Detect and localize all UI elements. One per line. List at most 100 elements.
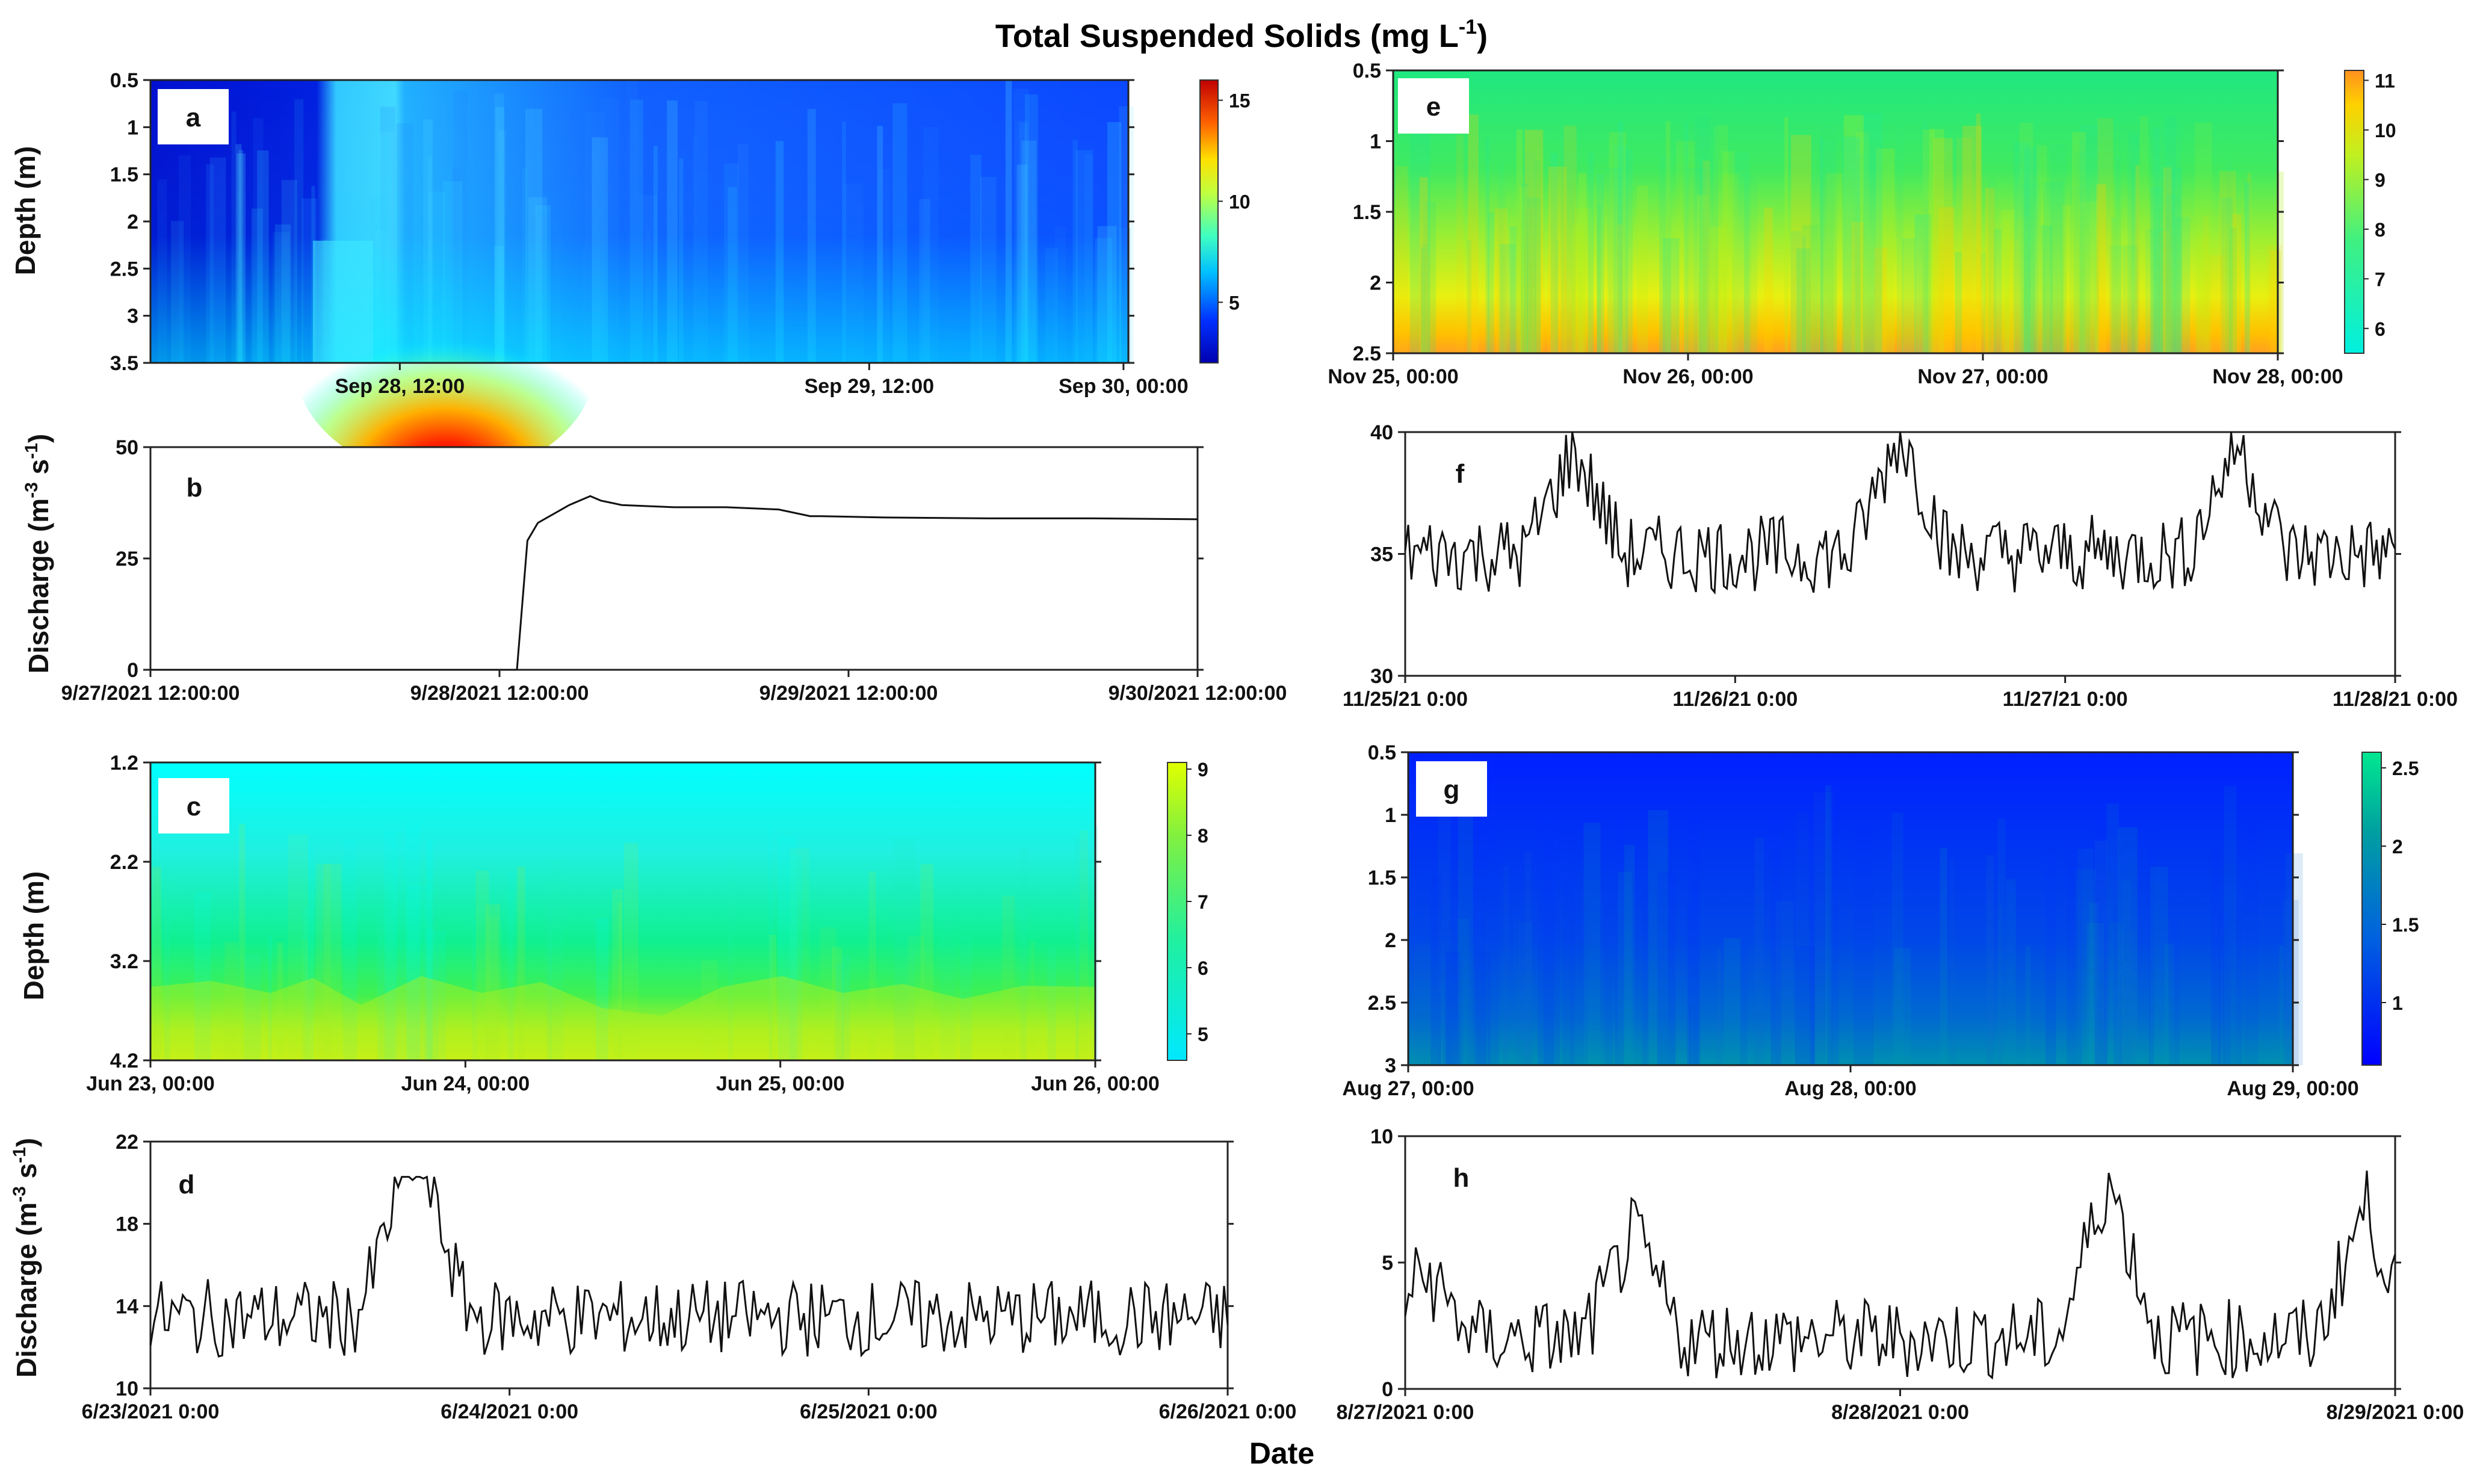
heatmap-streak-c [939,920,956,1060]
heatmap-streak-g [2006,879,2016,1065]
heatmap-streak-c [1075,835,1080,1060]
heatmap-streak-c [1020,849,1027,1060]
heatmap-streak-e [1637,185,1648,353]
heatmap-streak-g [1717,947,1722,1065]
heatmap-streak-g [2117,931,2138,1065]
heatmap-streak-e [1896,121,1903,353]
heatmap-streak-e [1922,129,1935,353]
x-tick-label-e: Nov 28, 00:00 [2212,365,2343,388]
colorbar-tick-g: 2.5 [2392,758,2419,779]
y-tick-label-a: 1.5 [110,164,138,187]
heatmap-streak-e [2017,218,2029,353]
heatmap-streak-e [2266,244,2283,353]
heatmap-streak-g [1796,812,1809,1065]
heatmap-streak-e [2000,210,2015,353]
heatmap-streak-e [2079,139,2086,353]
x-tick-label-c: Jun 25, 00:00 [716,1072,845,1095]
heatmap-streak-g [1466,785,1487,1065]
heatmap-streak-e [1675,140,1695,353]
heatmap-streak-e [1790,230,1801,353]
heatmap-streak-c [471,920,477,1060]
heatmap-streak-e [2224,224,2242,353]
heatmap-streak-e [1929,129,1944,353]
heatmap-streak-e [1578,173,1586,353]
heatmap-streak-e [2019,122,2033,354]
heatmap-streak-c [617,902,622,1060]
heatmap-streak-e [2203,215,2209,353]
heatmap-streak-e [2080,125,2100,353]
heatmap-streak-e [1976,113,1981,353]
y-tick-label-d: 10 [116,1377,138,1400]
heatmap-streak-c [224,942,239,1060]
heatmap-streak-g [1503,865,1509,1065]
x-tick-label-e: Nov 27, 00:00 [1917,365,2048,388]
y-tick-label-a: 3 [127,305,138,328]
heatmap-streak-e [1550,153,1558,353]
y-tick-label-g: 1.5 [1368,867,1396,889]
heatmap-streak-g [2283,900,2299,1065]
heatmap-streak-e [1456,135,1464,354]
heatmap-streak-e [1665,121,1671,353]
heatmap-streak-e [1548,166,1567,353]
y-tick-label-h: 0 [1382,1378,1393,1401]
heatmap-streak-e [2219,171,2236,353]
heatmap-streak-g [1583,823,1601,1065]
heatmap-streak-c [277,942,283,1060]
heatmap-streak-e [1560,150,1575,353]
heatmap-streak-e [2153,126,2171,353]
heatmap-streak-e [1588,152,1594,354]
heatmap-streak-e [1694,116,1710,354]
heatmap-streak-g [1739,942,1748,1065]
svg-text:Depth (m): Depth (m) [10,146,41,276]
heatmap-streak-c [316,864,332,1060]
heatmap-streak-g [1687,900,1692,1065]
heatmap-streak-e [1521,183,1529,353]
heatmap-streak-e [2170,122,2182,354]
x-tick-label-f: 11/25/21 0:00 [1343,688,1468,711]
heatmap-streak-e [2195,122,2212,354]
heatmap-streak-g [2113,808,2123,1065]
panel-label-b: b [187,473,203,502]
heatmap-streak-g [1514,919,1520,1065]
heatmap-streak-g [2025,946,2031,1065]
heatmap-streak-g [1811,868,1816,1065]
heatmap-streak-g [2118,827,2138,1065]
heatmap-streak-c [268,935,272,1060]
heatmap-streak-e [1914,214,1932,353]
colorbar-tick-a: 5 [1229,292,1240,314]
heatmap-streak-e [2165,116,2176,353]
heatmap-streak-e [1856,153,1876,353]
heatmap-streak-c [426,842,433,1060]
heatmap-streak-e [1659,155,1671,353]
heatmap-streak-c [392,842,407,1060]
x-tick-label-b: 9/28/2021 12:00:00 [410,682,589,705]
heatmap-streak-c [831,947,843,1060]
x-tick-label-g: Aug 28, 00:00 [1784,1077,1916,1100]
x-tick-label-a: Sep 30, 00:00 [1059,375,1188,398]
heatmap-streak-e [1876,148,1895,353]
heatmap-streak-g [1615,805,1624,1065]
y-tick-label-g: 3 [1385,1054,1396,1077]
heatmap-streak-e [1527,197,1541,353]
heatmap-streak-e [1684,122,1689,354]
x-tick-label-c: Jun 26, 00:00 [1031,1072,1160,1095]
colorbar-tick-g: 2 [2392,836,2403,858]
heatmap-streak-c [778,835,797,1060]
heatmap-streak-e [2232,214,2242,353]
heatmap-streak-g [2169,920,2180,1065]
heatmap-streak-c [728,858,734,1060]
heatmap-streak-e [1791,135,1811,353]
heatmap-streak-c [1047,948,1056,1060]
heatmap-streak-e [1851,222,1864,353]
heatmap-streak-g [1689,802,1699,1065]
heatmap-streak-e [2124,245,2138,353]
colorbar-tick-e: 6 [2375,318,2386,340]
heatmap-streak-e [2209,255,2225,353]
heatmap-streak-g [2086,923,2104,1065]
svg-text:Depth (m): Depth (m) [18,871,49,1001]
heatmap-streak-e [1796,248,1811,353]
series-line-h [1404,1170,2396,1380]
ylabel-b: Discharge (m-3 s-1) [22,434,54,674]
